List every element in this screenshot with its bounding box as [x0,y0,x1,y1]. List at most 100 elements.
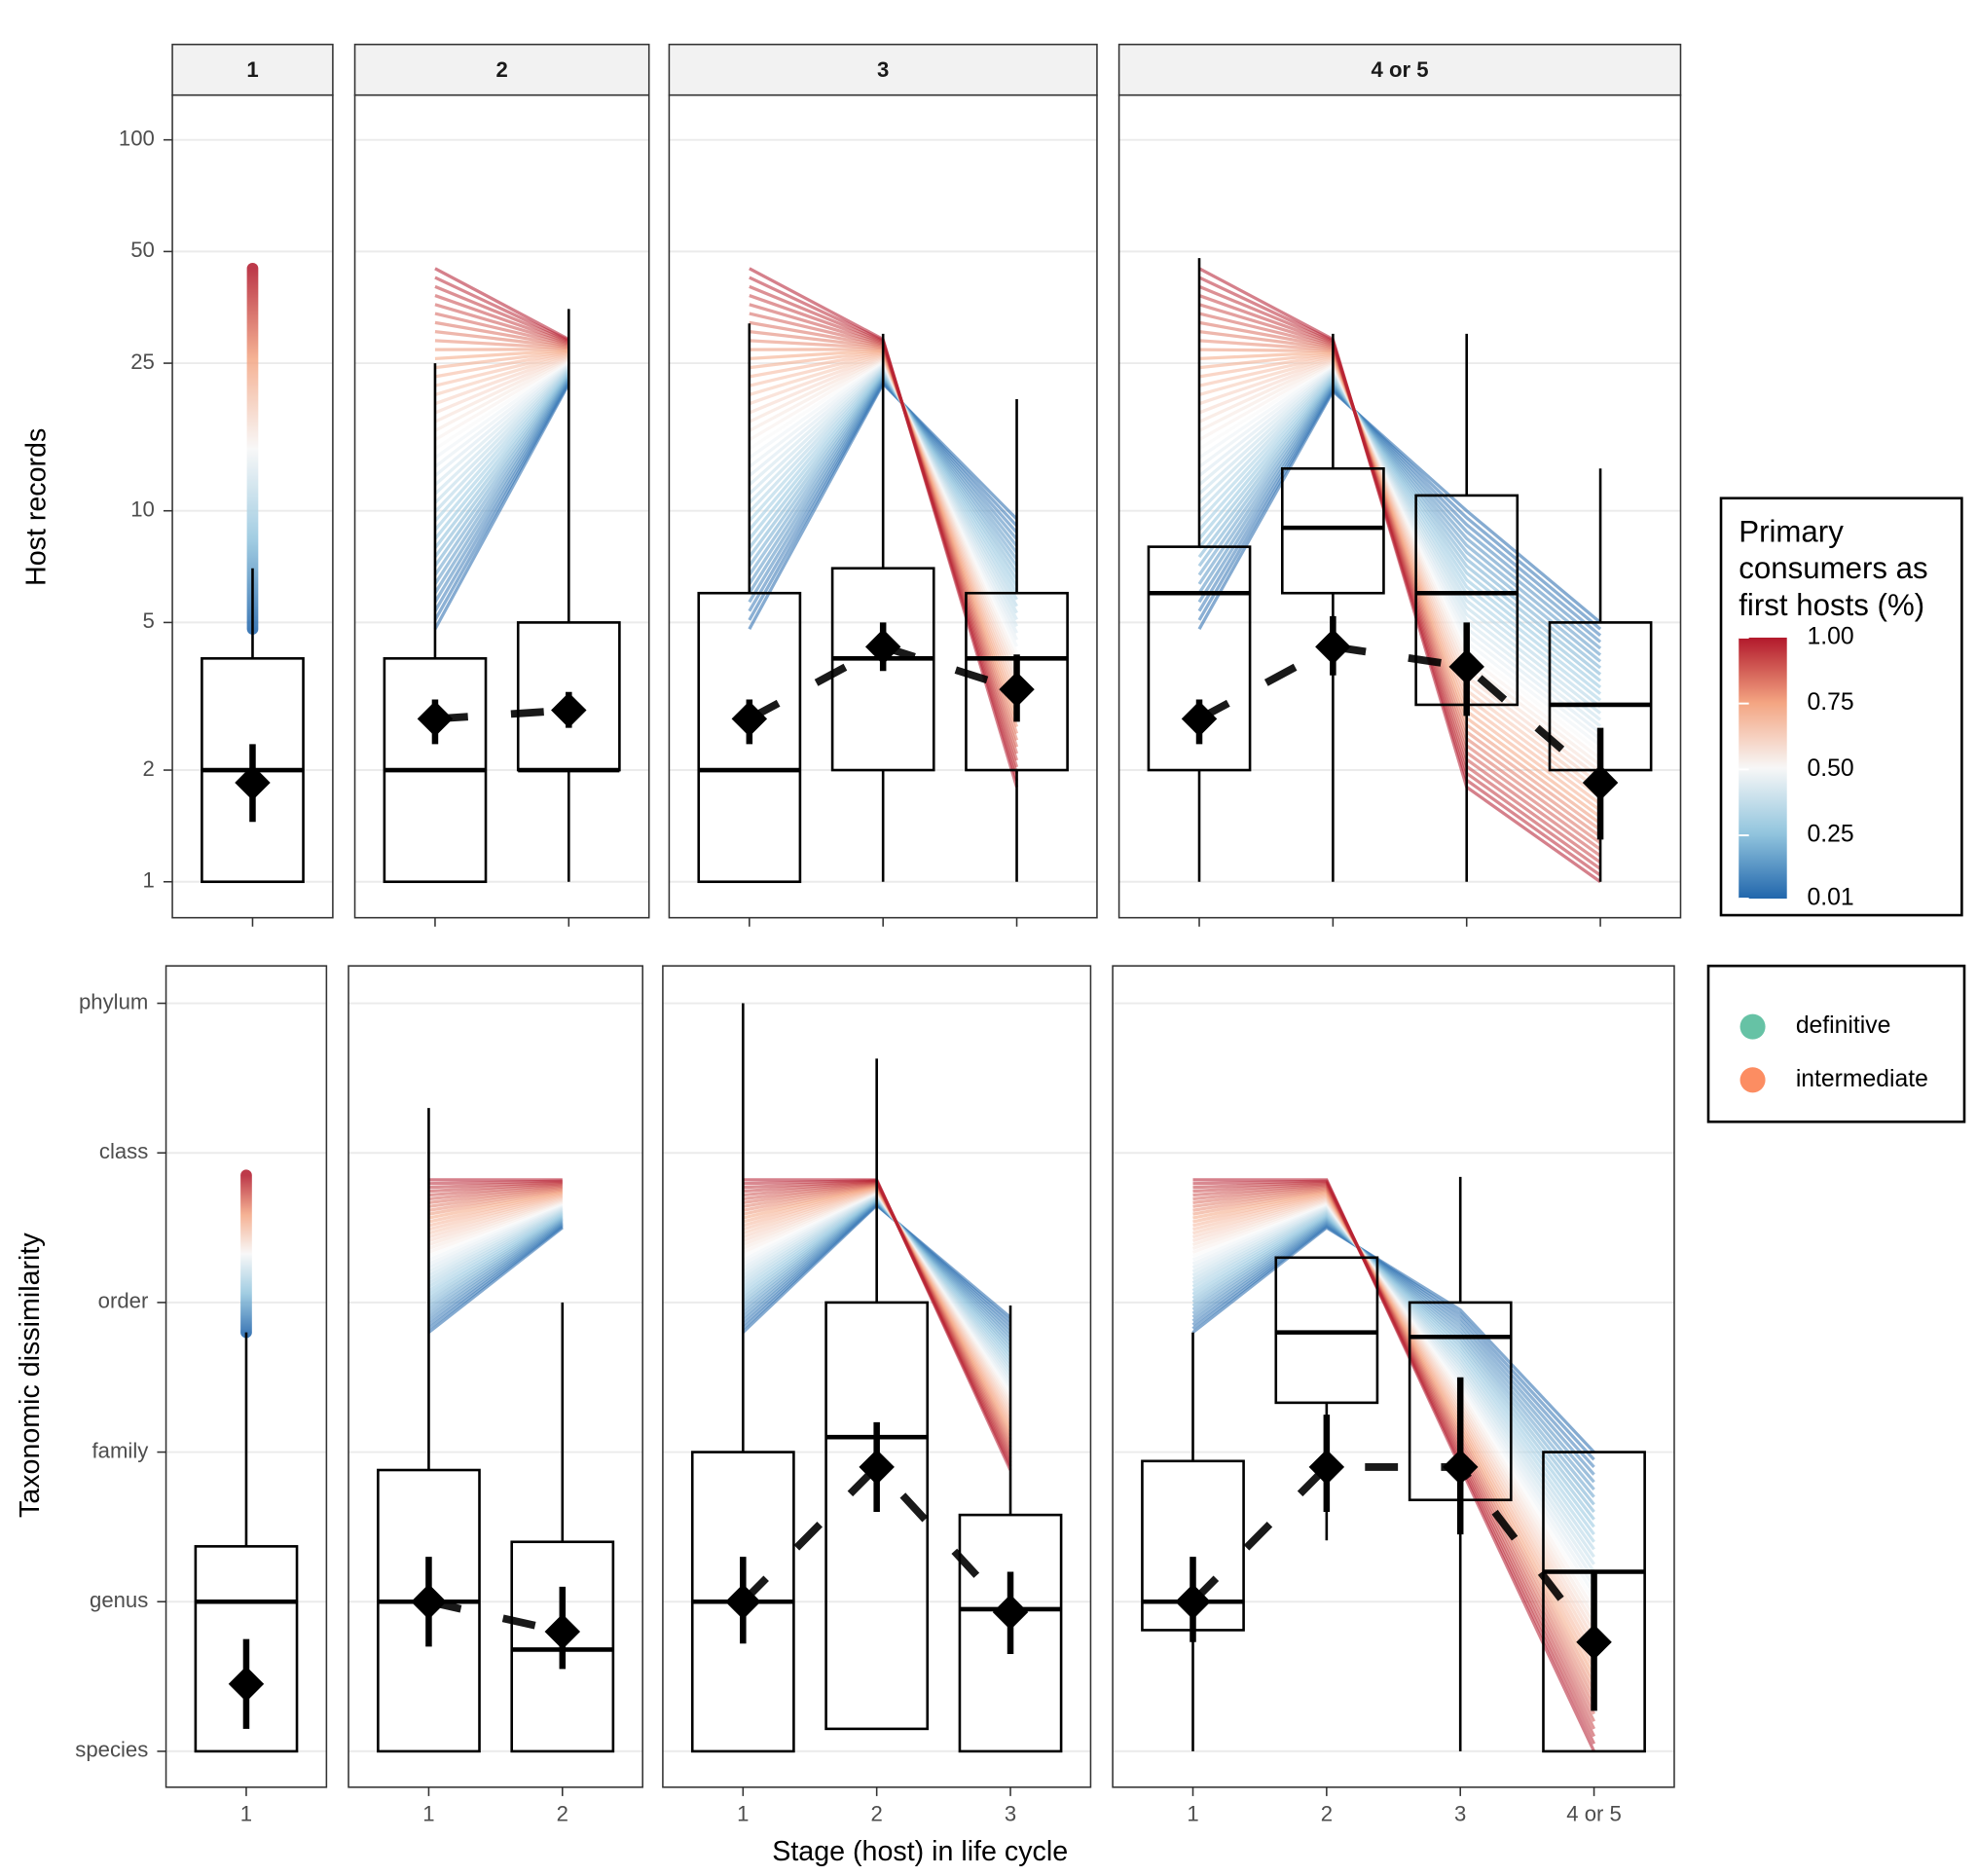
panel-border [1112,965,1675,1788]
box [1542,1451,1646,1753]
fan-line [428,1184,563,1201]
fan-line [1197,382,1602,656]
mean-marker [411,1584,447,1620]
y-tick-label: 10 [130,497,155,522]
mean-marker [1582,764,1619,801]
fan-line [1197,386,1602,637]
x-tick-label: 1 [1187,1801,1198,1825]
fan-line [434,320,569,348]
mean-marker [544,1613,581,1650]
mean-line [747,643,1018,722]
fan-line [434,358,570,442]
colorbar-tick-label: 1.00 [1808,623,1854,649]
fan-line [433,362,570,468]
legend-label: intermediate [1796,1066,1928,1092]
x-tick-label: 1 [737,1801,749,1825]
fan-line [434,352,569,396]
colorbar-tick-label: 0.75 [1808,689,1854,716]
fan-line [428,1183,563,1197]
fan-line [1197,388,1602,630]
colorbar-tick-label: 0.50 [1808,755,1854,782]
mean-marker [228,1666,265,1702]
mean-marker [1576,1624,1612,1660]
colorbar-tick-label: 0.25 [1808,822,1854,848]
fan-line [434,349,569,361]
mean-marker [235,764,271,801]
legend-box [1706,964,1966,1123]
box [965,591,1069,772]
panel: 1 2 3 4 or 5 [1112,965,1675,1825]
panel-background [348,966,643,1787]
fan-line [428,1188,564,1212]
legend-swatch [1739,1067,1766,1093]
fan-line [433,367,570,504]
mean-marker [864,629,901,665]
box [1274,1256,1379,1405]
fan-line [434,350,569,379]
fan-line [428,1186,564,1208]
fan-line [434,330,569,349]
fan-line [434,354,569,406]
legend-title: consumers as [1739,551,1927,585]
box [697,591,802,884]
fan-line [433,369,570,523]
panel-border [165,965,328,1788]
panel-border [668,93,1098,919]
fan-line [434,357,570,432]
fan-line [434,312,569,347]
y-tick-label: 100 [119,127,155,151]
fan-line [428,1191,564,1224]
panel: 1 [171,43,334,927]
fan-line [434,303,569,346]
mean-line [434,706,569,723]
panel-border [348,965,643,1788]
panel: 3 [668,43,1098,927]
x-tick-label: 2 [1321,1801,1333,1825]
fan-line [434,267,570,341]
y-tick-label: class [99,1139,148,1163]
legend-label: definitive [1796,1012,1891,1039]
fan-line [1197,386,1602,631]
fan-line [434,356,570,423]
x-tick-label: 4 or 5 [1566,1801,1622,1825]
panel: 2 [353,43,650,927]
panel: 4 or 5 [1117,43,1682,927]
fan-line [434,284,569,344]
fan-line [434,276,569,343]
panel-border [353,93,650,919]
fan-line [428,1194,564,1232]
fan-line [433,363,570,478]
strip-label: 2 [495,57,507,82]
fan-line [1197,381,1602,663]
fan-line [433,370,570,532]
fan-line [428,1185,563,1205]
fan-line [433,365,570,496]
fan-line [428,1193,564,1228]
fan-line [1197,383,1602,650]
fan-line [1197,379,1602,670]
mean-line [1190,1463,1597,1645]
panel-border [662,965,1092,1788]
y-axis-title: Host records [21,428,53,586]
fan-line [428,1181,563,1194]
x-tick-label: 3 [1005,1801,1016,1825]
box [824,1301,930,1731]
panel-border [1117,93,1682,919]
y-tick-label: order [98,1289,149,1313]
y-tick-label: 5 [143,608,155,633]
x-tick-label: 1 [422,1801,434,1825]
mean-marker [992,1594,1029,1631]
mean-marker [1175,1584,1211,1620]
fan-line [428,1190,564,1220]
mean-marker [551,692,587,728]
y-tick-label: 2 [143,756,155,781]
fan-line [428,1180,563,1190]
box [377,1468,481,1753]
mean-line [427,1598,564,1636]
y-axis-title: Taxonomic dissimilarity [15,1232,46,1518]
fan-line [434,349,569,370]
strip-label: 1 [246,57,258,82]
fan-line [434,294,569,345]
